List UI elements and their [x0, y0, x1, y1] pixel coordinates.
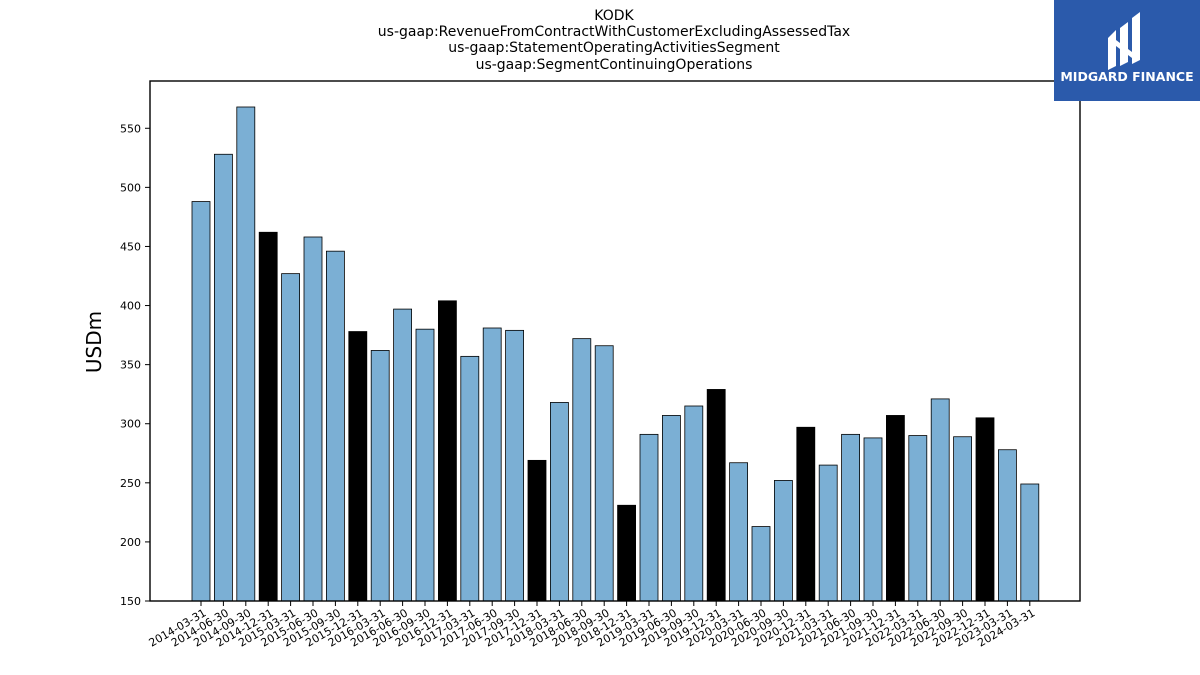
y-tick-label: 450 — [120, 240, 141, 253]
bar-2017-09-30 — [505, 329, 525, 602]
plot-frame — [149, 80, 1081, 602]
bar-2022-06-30 — [930, 398, 950, 602]
bar-2017-03-31 — [460, 355, 480, 602]
bar-2016-09-30 — [415, 328, 435, 602]
bar-2016-06-30 — [393, 308, 413, 602]
y-tick-label: 250 — [120, 477, 141, 490]
chart-title-line-2: us-gaap:RevenueFromContractWithCustomerE… — [378, 24, 850, 40]
chart-title-line-4: us-gaap:SegmentContinuingOperations — [476, 57, 753, 73]
bar-2022-09-30 — [953, 436, 972, 602]
bar-2014-06-30 — [213, 153, 233, 602]
bar-2015-06-30 — [303, 236, 323, 602]
y-axis: 150 200 250 300 350 400 450 500 550 — [120, 122, 150, 608]
chart-title-line-3: us-gaap:StatementOperatingActivitiesSegm… — [448, 40, 780, 56]
bar-2015-03-31 — [281, 273, 301, 602]
bar-2023-03-31 — [998, 449, 1017, 602]
bar-2015-12-31 — [348, 331, 368, 602]
bar-2020-06-30 — [751, 526, 771, 602]
bar-2018-12-31 — [617, 504, 636, 602]
bar-series — [191, 106, 1040, 602]
y-tick-label: 550 — [120, 122, 141, 135]
y-tick-label: 300 — [120, 418, 141, 431]
bar-2020-12-31 — [796, 426, 816, 602]
bar-2016-03-31 — [370, 350, 390, 602]
bar-2014-12-31 — [258, 231, 278, 602]
bar-2019-12-31 — [706, 389, 726, 602]
y-tick-label: 150 — [120, 595, 141, 608]
bar-2022-12-31 — [975, 417, 995, 602]
y-tick-label: 500 — [120, 181, 141, 194]
bar-2014-09-30 — [236, 106, 256, 602]
bar-2018-06-30 — [572, 338, 592, 602]
y-tick-label: 200 — [120, 536, 141, 549]
y-tick-label: 400 — [120, 300, 141, 313]
bar-2019-06-30 — [662, 415, 681, 602]
y-tick-label: 350 — [120, 359, 141, 372]
bar-2021-09-30 — [863, 437, 883, 602]
bar-2017-06-30 — [482, 327, 502, 602]
x-axis: 2014-03-312014-06-302014-09-302014-12-31… — [147, 601, 1037, 650]
bar-2019-09-30 — [684, 405, 704, 602]
bar-2020-09-30 — [774, 480, 793, 602]
bar-2021-12-31 — [886, 415, 905, 602]
bar-2015-09-30 — [325, 250, 345, 602]
chart-title-line-1: KODK — [594, 8, 634, 24]
bar-2021-06-30 — [841, 433, 860, 602]
bar-2018-09-30 — [594, 345, 614, 602]
logo-text: MIDGARD FINANCE — [1060, 69, 1193, 84]
bar-2021-03-31 — [818, 464, 838, 602]
bar-2018-03-31 — [550, 402, 569, 602]
y-axis-label: USDm — [82, 311, 106, 373]
logo-mark-icon — [1108, 12, 1140, 70]
bar-2019-03-31 — [639, 433, 659, 602]
bar-2024-03-31 — [1020, 483, 1040, 602]
bar-2017-12-31 — [527, 459, 547, 602]
chart-title: KODK us-gaap:RevenueFromContractWithCust… — [378, 8, 850, 73]
midgard-finance-logo: MIDGARD FINANCE — [1054, 0, 1200, 101]
bar-2022-03-31 — [908, 435, 928, 602]
bar-2020-03-31 — [729, 462, 748, 602]
bar-2014-03-31 — [191, 201, 211, 602]
bar-2016-12-31 — [437, 300, 457, 602]
